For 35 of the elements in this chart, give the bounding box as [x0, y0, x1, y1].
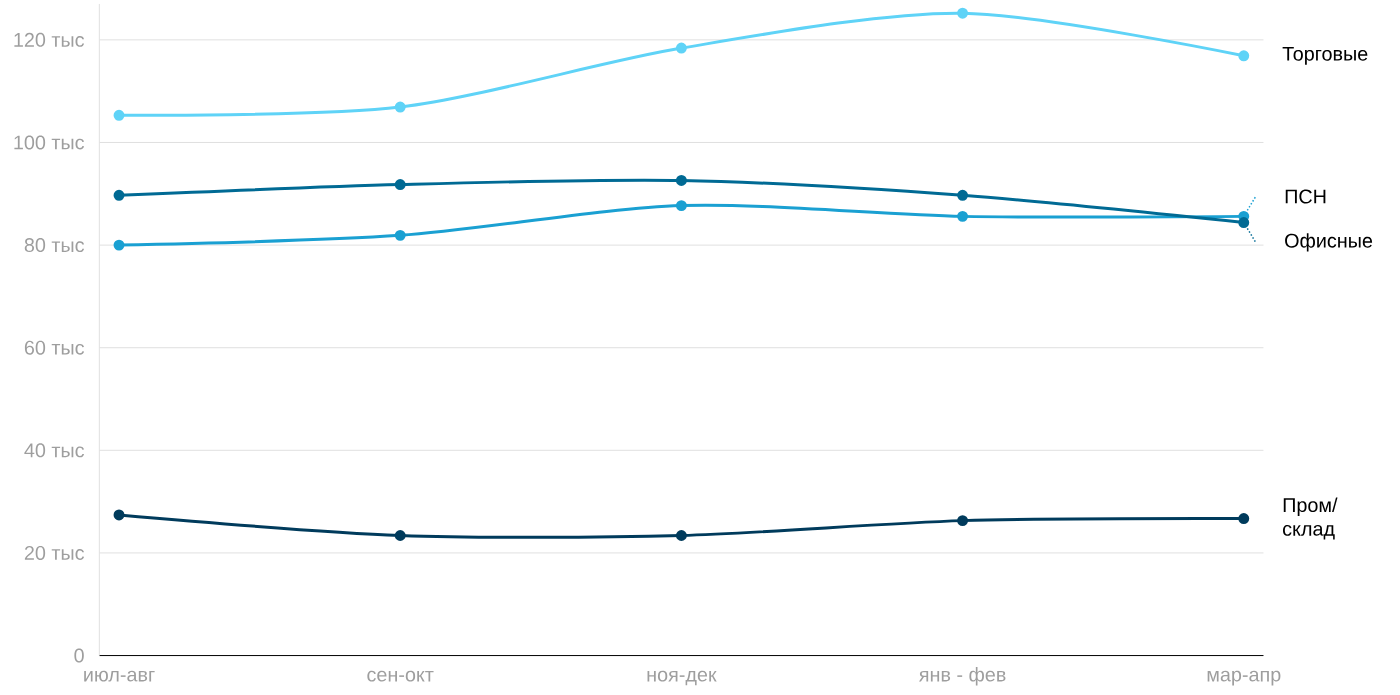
x-tick-label: июл-авг	[84, 670, 155, 682]
point	[675, 199, 687, 211]
point	[394, 178, 406, 190]
x-tick-label: янв - фев	[918, 666, 1006, 686]
legend-label: Офисные	[1285, 233, 1373, 252]
y-tick-label: 20 тыс	[24, 545, 85, 560]
point	[675, 529, 687, 541]
point	[1238, 50, 1250, 62]
point	[394, 101, 406, 113]
x-tick-label: мар-апр	[1207, 670, 1281, 686]
x-tick-label: сен-окт	[367, 670, 434, 682]
y-tick-label: 120 тыс	[14, 32, 85, 47]
point	[113, 109, 125, 121]
point	[675, 174, 687, 186]
y-tick-label: 80 тыс	[24, 237, 85, 252]
point	[957, 7, 969, 19]
point	[957, 515, 969, 526]
series-label: Пром/ склад	[1283, 497, 1338, 540]
point	[113, 509, 125, 521]
series-label: Торговые	[1282, 46, 1368, 65]
point	[957, 189, 969, 201]
point	[1238, 216, 1250, 228]
legend-label: ПСН	[1285, 189, 1326, 204]
point	[113, 189, 125, 201]
point	[113, 239, 125, 251]
point	[1238, 512, 1250, 524]
point	[394, 229, 406, 241]
point	[394, 529, 406, 541]
y-tick-label: 40 тыс	[24, 443, 85, 458]
y-tick-label: 60 тыс	[24, 340, 85, 355]
x-tick-label: ноя-дек	[647, 670, 717, 686]
point	[675, 42, 687, 54]
point	[957, 210, 969, 222]
y-tick-label: 0	[74, 648, 84, 663]
y-tick-label: 100 тыс	[14, 135, 85, 150]
